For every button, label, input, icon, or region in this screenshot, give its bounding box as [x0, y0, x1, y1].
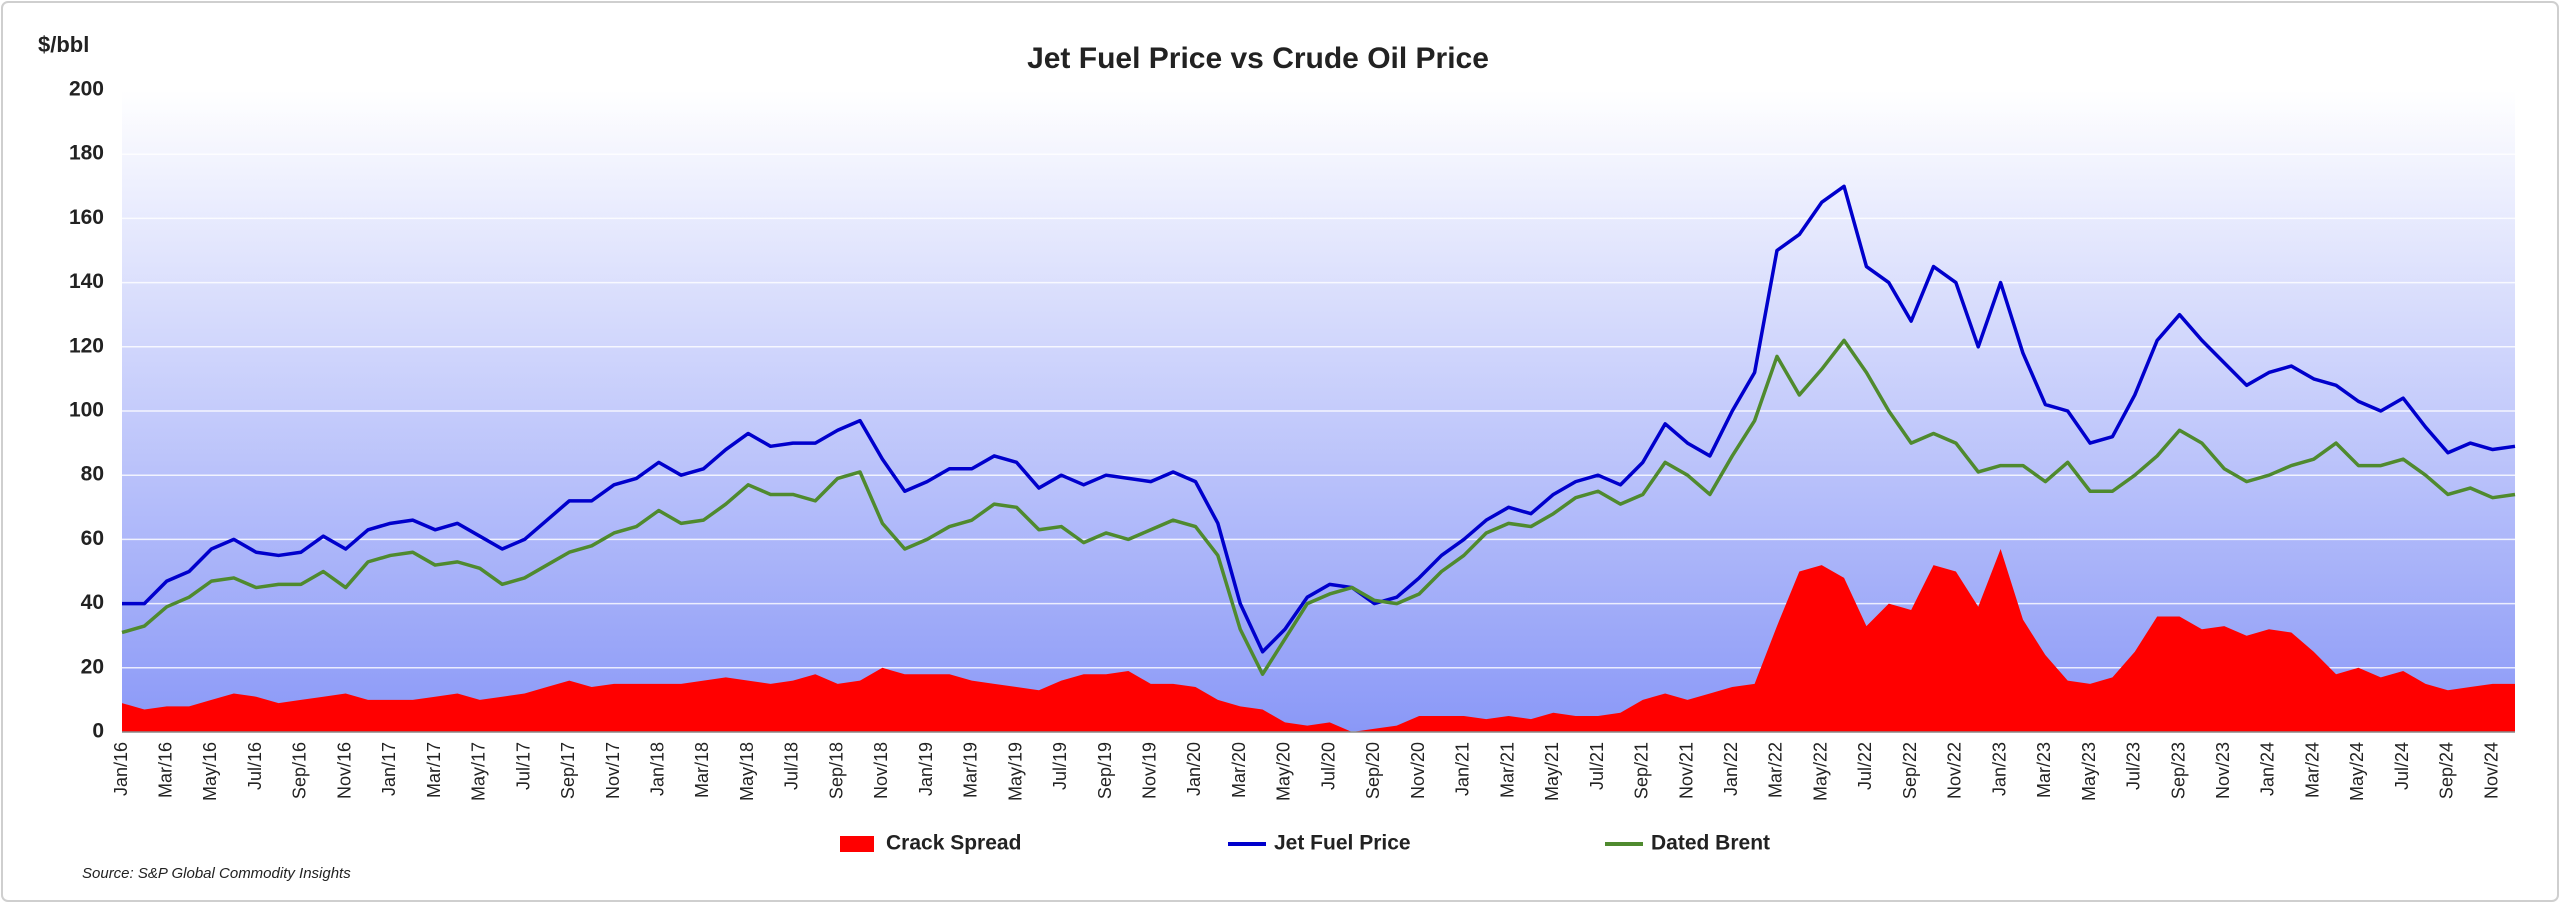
x-tick-label: Sep/21: [1632, 742, 1652, 799]
legend-label: Crack Spread: [886, 832, 1021, 855]
x-tick-label: Sep/24: [2437, 742, 2457, 799]
x-tick-label: Jul/24: [2392, 742, 2412, 790]
x-tick-label: Nov/24: [2481, 742, 2501, 799]
y-tick-label: 0: [92, 720, 104, 743]
series-line: [121, 338, 2516, 676]
x-tick-label: Mar/22: [1766, 742, 1786, 798]
legend-label: Jet Fuel Price: [1274, 832, 1411, 855]
x-tick-label: Jul/16: [245, 742, 265, 790]
x-tick-label: Jan/23: [1989, 742, 2009, 796]
x-tick-label: Jan/19: [916, 742, 936, 796]
y-tick-label: 180: [69, 142, 104, 165]
x-tick-label: Nov/18: [871, 742, 891, 799]
chart-title: Jet Fuel Price vs Crude Oil Price: [1027, 42, 1489, 75]
x-tick-label: Nov/17: [603, 742, 623, 799]
x-tick-label: Jul/21: [1587, 742, 1607, 790]
x-tick-label: Mar/23: [2034, 742, 2054, 798]
x-tick-label: Nov/20: [1408, 742, 1428, 799]
x-tick-label: Sep/18: [826, 742, 846, 799]
x-tick-label: Nov/16: [334, 742, 354, 799]
y-tick-label: 60: [81, 527, 104, 550]
y-tick-label: 40: [81, 591, 104, 614]
x-tick-label: Nov/23: [2213, 742, 2233, 799]
x-tick-label: Jan/24: [2258, 742, 2278, 796]
x-tick-label: Sep/20: [1363, 742, 1383, 799]
x-tick-label: Mar/21: [1497, 742, 1517, 798]
x-tick-label: Jan/20: [1184, 742, 1204, 796]
x-tick-label: Mar/18: [692, 742, 712, 798]
x-tick-label: Mar/19: [961, 742, 981, 798]
x-tick-label: Mar/16: [155, 742, 175, 798]
x-tick-label: Jan/18: [647, 742, 667, 796]
x-tick-label: Nov/21: [1676, 742, 1696, 799]
x-tick-label: Jan/16: [111, 742, 131, 796]
y-tick-label: 160: [69, 206, 104, 229]
x-tick-label: May/23: [2079, 742, 2099, 801]
x-tick-label: Jul/20: [1318, 742, 1338, 790]
x-tick-label: May/22: [1810, 742, 1830, 801]
source: Source: S&P Global Commodity Insights: [82, 865, 351, 882]
y-axis-label: $/bbl: [38, 32, 89, 57]
x-tick-label: Mar/17: [424, 742, 444, 798]
x-tick-label: Jul/17: [513, 742, 533, 790]
x-tick-label: Jul/22: [1855, 742, 1875, 790]
x-tick-label: Jan/17: [379, 742, 399, 796]
y-tick-label: 20: [81, 655, 104, 678]
x-tick-label: May/21: [1542, 742, 1562, 801]
x-tick-label: Sep/19: [1095, 742, 1115, 799]
x-tick-label: May/24: [2347, 742, 2367, 801]
y-tick-label: 140: [69, 270, 104, 293]
x-tick-label: May/18: [737, 742, 757, 801]
legend-swatch: [840, 836, 874, 852]
x-tick-label: Jul/19: [1050, 742, 1070, 790]
x-tick-label: Sep/16: [290, 742, 310, 799]
crack-spread-area: [122, 549, 2515, 732]
x-tick-label: Nov/22: [1945, 742, 1965, 799]
x-tick-label: Nov/19: [1140, 742, 1160, 799]
x-tick-label: May/19: [1005, 742, 1025, 801]
x-tick-label: Jul/18: [782, 742, 802, 790]
x-tick-label: Sep/23: [2168, 742, 2188, 799]
y-tick-label: 120: [69, 334, 104, 357]
x-tick-label: Sep/17: [558, 742, 578, 799]
y-tick-label: 100: [69, 399, 104, 422]
x-tick-label: Jan/21: [1453, 742, 1473, 796]
x-tick-label: May/20: [1274, 742, 1294, 801]
y-tick-label: 200: [69, 78, 104, 101]
x-tick-label: Jan/22: [1721, 742, 1741, 796]
x-tick-label: Mar/20: [1229, 742, 1249, 798]
y-tick-label: 80: [81, 463, 104, 486]
series-line: [122, 184, 2516, 654]
x-tick-label: Jul/23: [2124, 742, 2144, 790]
x-tick-label: May/17: [469, 742, 489, 801]
x-tick-label: Sep/22: [1900, 742, 1920, 799]
x-tick-label: Mar/24: [2302, 742, 2322, 798]
x-tick-label: May/16: [200, 742, 220, 801]
legend-label: Dated Brent: [1651, 832, 1770, 855]
